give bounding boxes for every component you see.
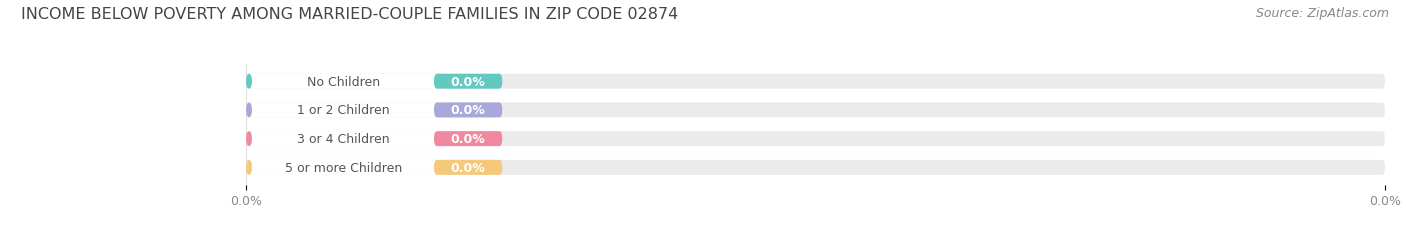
FancyBboxPatch shape	[434, 160, 502, 175]
Text: 0.0%: 0.0%	[451, 133, 485, 146]
FancyBboxPatch shape	[246, 103, 451, 118]
FancyBboxPatch shape	[246, 160, 451, 175]
FancyBboxPatch shape	[246, 103, 252, 118]
Text: 0.0%: 0.0%	[451, 161, 485, 174]
Text: INCOME BELOW POVERTY AMONG MARRIED-COUPLE FAMILIES IN ZIP CODE 02874: INCOME BELOW POVERTY AMONG MARRIED-COUPL…	[21, 7, 678, 22]
FancyBboxPatch shape	[246, 132, 1385, 146]
Text: 5 or more Children: 5 or more Children	[285, 161, 402, 174]
Text: Source: ZipAtlas.com: Source: ZipAtlas.com	[1256, 7, 1389, 20]
FancyBboxPatch shape	[246, 74, 252, 89]
Text: 3 or 4 Children: 3 or 4 Children	[297, 133, 389, 146]
FancyBboxPatch shape	[434, 74, 502, 89]
FancyBboxPatch shape	[246, 103, 1385, 118]
FancyBboxPatch shape	[246, 132, 252, 146]
FancyBboxPatch shape	[434, 132, 502, 146]
FancyBboxPatch shape	[246, 160, 1385, 175]
Text: 0.0%: 0.0%	[451, 104, 485, 117]
FancyBboxPatch shape	[246, 132, 451, 146]
FancyBboxPatch shape	[246, 74, 451, 89]
Text: 1 or 2 Children: 1 or 2 Children	[297, 104, 389, 117]
Text: 0.0%: 0.0%	[451, 75, 485, 88]
FancyBboxPatch shape	[434, 103, 502, 118]
Text: No Children: No Children	[307, 75, 380, 88]
FancyBboxPatch shape	[246, 160, 252, 175]
FancyBboxPatch shape	[246, 74, 1385, 89]
